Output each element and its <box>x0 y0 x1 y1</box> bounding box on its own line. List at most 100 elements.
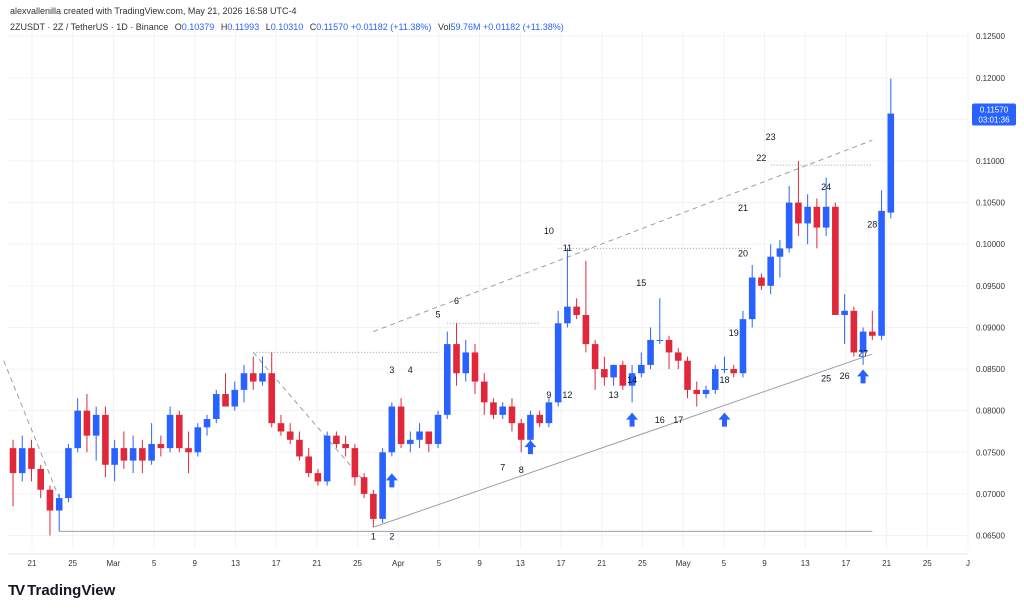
candle-body[interactable] <box>711 369 719 390</box>
candle-body[interactable] <box>194 427 202 453</box>
candle-body[interactable] <box>74 410 81 449</box>
candle-body[interactable] <box>397 406 405 444</box>
candle-body[interactable] <box>674 352 682 361</box>
candle-body[interactable] <box>139 448 146 461</box>
candle-body[interactable] <box>517 423 525 440</box>
candle-body[interactable] <box>231 389 239 407</box>
candle-body[interactable] <box>222 394 229 407</box>
candle-body[interactable] <box>462 352 470 374</box>
candle-body[interactable] <box>425 431 433 444</box>
candle-body[interactable] <box>18 448 26 474</box>
x-tick-label: 13 <box>516 559 525 568</box>
candle-body[interactable] <box>656 339 664 341</box>
candle-body[interactable] <box>739 319 747 374</box>
candle-body[interactable] <box>748 277 756 320</box>
candle-body[interactable] <box>305 456 312 474</box>
candle-body[interactable] <box>443 344 451 415</box>
candle-body[interactable] <box>120 448 128 461</box>
candle-body[interactable] <box>545 402 553 424</box>
tradingview-logo[interactable]: TV TradingView <box>8 582 115 599</box>
candle-body[interactable] <box>453 344 460 374</box>
candle-body[interactable] <box>601 369 608 378</box>
candle-body[interactable] <box>591 344 599 370</box>
candle-body[interactable] <box>813 206 821 228</box>
candle-body[interactable] <box>767 256 774 286</box>
candle-body[interactable] <box>203 419 211 428</box>
candle-body[interactable] <box>129 448 137 461</box>
symbol-name[interactable]: 2ZUSDT · 2Z / TetherUS · 1D · Binance <box>10 22 169 32</box>
candle-body[interactable] <box>850 310 858 353</box>
candle-body[interactable] <box>286 431 294 440</box>
candle-body[interactable] <box>37 468 45 490</box>
candle-body[interactable] <box>480 381 488 403</box>
candle-body[interactable] <box>249 373 257 382</box>
candle-body[interactable] <box>212 394 220 419</box>
candle-body[interactable] <box>55 498 63 511</box>
candle-body[interactable] <box>407 439 414 444</box>
candle-body[interactable] <box>259 373 266 382</box>
candle-body[interactable] <box>111 448 118 465</box>
candle-body[interactable] <box>342 443 349 449</box>
candle-body[interactable] <box>804 206 811 224</box>
candle-body[interactable] <box>693 389 701 395</box>
candle-body[interactable] <box>185 448 192 453</box>
candle-body[interactable] <box>499 406 507 415</box>
candle-body[interactable] <box>240 373 248 390</box>
candle-body[interactable] <box>573 306 580 315</box>
candle-body[interactable] <box>582 314 590 345</box>
candle-body[interactable] <box>628 373 636 386</box>
candle-body[interactable] <box>351 448 359 478</box>
candle-body[interactable] <box>878 210 885 336</box>
candle-body[interactable] <box>92 414 100 436</box>
candle-body[interactable] <box>785 202 793 249</box>
candle-body[interactable] <box>333 435 340 444</box>
candle-body[interactable] <box>370 493 377 519</box>
candle-body[interactable] <box>434 414 442 444</box>
candle-body[interactable] <box>776 248 784 257</box>
candle-body[interactable] <box>176 414 183 449</box>
candle-body[interactable] <box>832 206 839 315</box>
candle-body[interactable] <box>859 331 867 353</box>
candle-body[interactable] <box>46 489 54 511</box>
candle-body[interactable] <box>28 448 35 469</box>
candle-body[interactable] <box>314 473 322 482</box>
candle-body[interactable] <box>471 352 479 382</box>
candle-body[interactable] <box>822 206 830 228</box>
candle-body[interactable] <box>841 310 848 315</box>
candle-body[interactable] <box>388 406 396 453</box>
candle-body[interactable] <box>730 369 738 374</box>
candle-body[interactable] <box>166 414 174 449</box>
candle-body[interactable] <box>721 369 728 371</box>
candle-body[interactable] <box>9 448 17 474</box>
candle-body[interactable] <box>148 443 155 461</box>
candle-body[interactable] <box>795 202 802 224</box>
candle-body[interactable] <box>564 306 571 324</box>
candle-body[interactable] <box>508 406 516 424</box>
candle-body[interactable] <box>684 360 691 390</box>
candle-body[interactable] <box>702 389 710 395</box>
candle-body[interactable] <box>619 364 627 386</box>
candle-body[interactable] <box>887 113 895 213</box>
candle-body[interactable] <box>416 431 423 440</box>
candle-body[interactable] <box>277 423 285 432</box>
candle-body[interactable] <box>490 402 497 415</box>
candle-body[interactable] <box>379 452 386 519</box>
candle-body[interactable] <box>758 277 765 286</box>
candle-body[interactable] <box>157 443 165 449</box>
candle-body[interactable] <box>83 410 91 436</box>
candle-body[interactable] <box>647 339 654 365</box>
candle-body[interactable] <box>610 364 617 378</box>
candle-body[interactable] <box>323 435 331 482</box>
candle-body[interactable] <box>268 373 276 424</box>
candle-body[interactable] <box>360 477 368 494</box>
candle-body[interactable] <box>527 414 534 440</box>
candle-body[interactable] <box>638 364 645 374</box>
candle-body[interactable] <box>536 414 543 424</box>
candle-body[interactable] <box>554 323 562 403</box>
candle-body[interactable] <box>296 439 303 457</box>
candle-body[interactable] <box>65 448 72 499</box>
candle-body[interactable] <box>102 414 109 465</box>
candle-body[interactable] <box>869 331 876 336</box>
candle-body[interactable] <box>665 339 673 353</box>
